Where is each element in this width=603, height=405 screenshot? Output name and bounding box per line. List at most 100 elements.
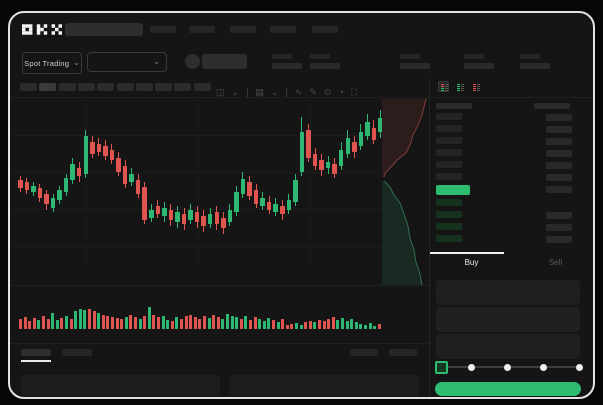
candle-body	[371, 128, 377, 140]
candle-body	[247, 182, 252, 196]
volume-bar	[212, 315, 216, 329]
bottom-action-placeholder[interactable]	[389, 349, 417, 356]
orderbook-asks-icon[interactable]	[470, 81, 481, 92]
search-input[interactable]	[65, 23, 143, 36]
nav-item[interactable]	[312, 26, 338, 33]
ask-row[interactable]	[436, 149, 462, 156]
price-input[interactable]	[436, 280, 580, 305]
timeframe-button[interactable]	[97, 83, 115, 91]
slider-stop[interactable]	[467, 364, 475, 371]
bottom-tab-history[interactable]	[62, 349, 92, 356]
pair-selector-dropdown[interactable]: ⌄	[87, 52, 167, 72]
history-icon[interactable]: ◔	[338, 87, 344, 97]
total-input[interactable]	[436, 334, 580, 359]
amount-cell[interactable]	[546, 126, 572, 133]
candle	[96, 99, 102, 345]
chart-style-icon[interactable]: ◫	[216, 87, 225, 97]
section-divider	[10, 343, 429, 344]
amount-cell[interactable]	[546, 138, 572, 145]
candle	[240, 99, 246, 345]
slider-stop[interactable]	[575, 364, 583, 371]
bid-row[interactable]	[436, 223, 462, 230]
slider-handle[interactable]	[435, 361, 448, 374]
tab-buy[interactable]: Buy	[464, 258, 479, 267]
okx-logo	[22, 24, 62, 35]
buy-submit-button[interactable]	[435, 382, 581, 396]
orderbook-bids-icon[interactable]	[454, 81, 465, 92]
volume-bar	[106, 316, 110, 329]
bottom-tab-orders[interactable]	[21, 349, 51, 356]
nav-item[interactable]	[270, 26, 296, 33]
timeframe-button[interactable]	[174, 83, 192, 91]
candle	[188, 99, 193, 345]
icon-line	[477, 89, 480, 91]
amount-cell[interactable]	[546, 212, 572, 219]
candle-body	[227, 210, 233, 222]
candle-body	[280, 206, 285, 214]
ask-row[interactable]	[436, 173, 462, 180]
timeframe-button[interactable]	[77, 83, 95, 91]
slider-stop[interactable]	[503, 364, 511, 371]
timeframe-button[interactable]	[155, 83, 173, 91]
timeframe-button[interactable]	[39, 83, 57, 91]
icon-line	[461, 89, 464, 91]
candle	[18, 99, 23, 345]
candle-body	[63, 178, 69, 192]
icon-square	[473, 89, 476, 92]
pair-name-placeholder[interactable]	[202, 54, 247, 69]
tab-sell[interactable]: Sell	[548, 258, 563, 267]
ask-row[interactable]	[436, 137, 462, 144]
indicator-icon[interactable]: ▤	[255, 87, 264, 97]
chevron-down-icon: ⌄	[153, 57, 160, 66]
ask-row[interactable]	[436, 125, 462, 132]
amount-input[interactable]	[436, 307, 580, 332]
timeframe-button[interactable]	[135, 83, 153, 91]
candlestick-chart[interactable]	[12, 99, 382, 345]
amount-cell[interactable]	[546, 224, 572, 231]
line-tool-icon[interactable]: ∿	[294, 87, 303, 97]
amount-cell[interactable]	[546, 162, 572, 169]
nav-item[interactable]	[189, 26, 215, 33]
draw-icon[interactable]: ✎	[309, 87, 317, 97]
candle-body	[221, 218, 226, 228]
candle-body	[135, 180, 141, 194]
chevron-down-icon[interactable]: ⌄	[231, 87, 240, 97]
bottom-panel	[230, 375, 419, 396]
orderbook-both-icon[interactable]	[438, 81, 449, 92]
camera-icon[interactable]: ⊙	[323, 87, 332, 97]
candle	[260, 99, 265, 345]
amount-cell[interactable]	[546, 186, 572, 193]
volume-bar	[152, 315, 156, 329]
nav-item[interactable]	[230, 26, 256, 33]
ask-row[interactable]	[436, 113, 462, 120]
candle	[122, 99, 128, 345]
candle	[338, 99, 344, 345]
candle	[83, 99, 88, 345]
timeframe-button[interactable]	[58, 83, 76, 91]
bottom-action-placeholder[interactable]	[350, 349, 378, 356]
nav-item[interactable]	[150, 26, 176, 33]
timeframe-button[interactable]	[193, 83, 211, 91]
amount-cell[interactable]	[546, 114, 572, 121]
last-price-badge	[436, 185, 470, 195]
amount-cell[interactable]	[546, 174, 572, 181]
amount-cell[interactable]	[546, 236, 572, 243]
icon-square	[457, 87, 460, 90]
chevron-down-icon[interactable]: ⌄	[270, 87, 279, 97]
candle	[194, 99, 200, 345]
timeframe-button[interactable]	[20, 83, 37, 91]
bid-row[interactable]	[436, 211, 462, 218]
market-type-dropdown[interactable]: Spot Trading ⌄	[22, 52, 82, 74]
bid-row[interactable]	[436, 235, 462, 242]
timeframe-button[interactable]	[116, 83, 134, 91]
ask-row[interactable]	[436, 161, 462, 168]
amount-cell[interactable]	[546, 150, 572, 157]
candle	[299, 99, 305, 345]
bid-row[interactable]	[436, 199, 462, 206]
candle-body	[83, 136, 88, 174]
candle-body	[24, 182, 30, 190]
slider-stop[interactable]	[539, 364, 547, 371]
candle-body	[338, 150, 344, 166]
candle-body	[57, 190, 62, 200]
fullscreen-icon[interactable]: ⛶	[350, 87, 358, 97]
